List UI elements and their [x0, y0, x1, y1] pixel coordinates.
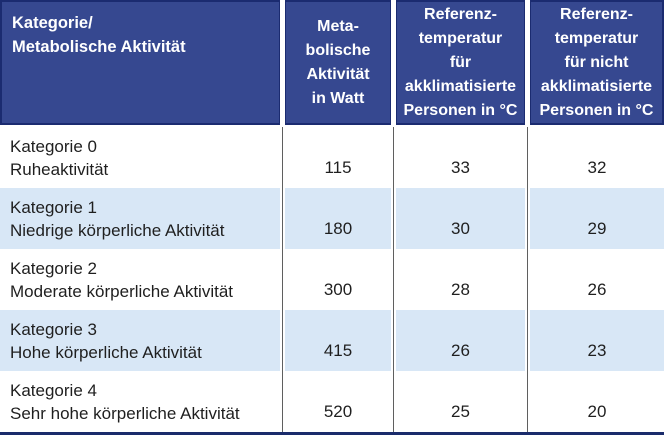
- temp-acclimatized-cell: 33: [396, 127, 525, 188]
- watt-cell: 115: [285, 127, 391, 188]
- watt-cell: 415: [285, 310, 391, 371]
- table-bottom-rule: [0, 432, 664, 435]
- temp-not-acclimatized-cell: 32: [530, 127, 664, 188]
- category-label: Kategorie 0: [10, 136, 97, 156]
- header-cell-ref-temp-not-acclimatized: Referenz- temperatur für nicht akklimati…: [530, 0, 664, 125]
- category-cell: Kategorie 4 Sehr hohe körperliche Aktivi…: [0, 371, 280, 432]
- temp-acclimatized-cell: 30: [396, 188, 525, 249]
- temp-not-acclimatized-cell: 20: [530, 371, 664, 432]
- temp-acclimatized-cell: 26: [396, 310, 525, 371]
- table-header-row: Kategorie/ Metabolische Aktivität Meta- …: [0, 0, 664, 125]
- watt-cell: 180: [285, 188, 391, 249]
- category-label: Kategorie 3: [10, 319, 97, 339]
- category-cell: Kategorie 0 Ruheaktivität: [0, 127, 280, 188]
- table-body: Kategorie 0 Ruheaktivität 115 33 32 Kate…: [0, 127, 664, 432]
- watt-cell: 300: [285, 249, 391, 310]
- table-row-kategorie-4: Kategorie 4 Sehr hohe körperliche Aktivi…: [0, 371, 664, 432]
- column-divider-line: [282, 127, 283, 432]
- category-description: Sehr hohe körperliche Aktivität: [10, 403, 240, 423]
- category-cell: Kategorie 2 Moderate körperliche Aktivit…: [0, 249, 280, 310]
- category-description: Ruheaktivität: [10, 159, 109, 179]
- category-description: Niedrige körperliche Aktivität: [10, 220, 225, 240]
- table-row-kategorie-2: Kategorie 2 Moderate körperliche Aktivit…: [0, 249, 664, 310]
- temp-not-acclimatized-cell: 29: [530, 188, 664, 249]
- category-label: Kategorie 2: [10, 258, 97, 278]
- temp-acclimatized-cell: 25: [396, 371, 525, 432]
- table: Kategorie/ Metabolische Aktivität Meta- …: [0, 0, 664, 435]
- header-cell-metabolic-watt: Meta- bolische Aktivität in Watt: [285, 0, 391, 125]
- temp-not-acclimatized-cell: 23: [530, 310, 664, 371]
- temp-acclimatized-cell: 28: [396, 249, 525, 310]
- watt-cell: 520: [285, 371, 391, 432]
- temp-not-acclimatized-cell: 26: [530, 249, 664, 310]
- column-divider-line: [527, 127, 528, 432]
- category-label: Kategorie 1: [10, 197, 97, 217]
- category-cell: Kategorie 3 Hohe körperliche Aktivität: [0, 310, 280, 371]
- table-row-kategorie-1: Kategorie 1 Niedrige körperliche Aktivit…: [0, 188, 664, 249]
- table-row-kategorie-0: Kategorie 0 Ruheaktivität 115 33 32: [0, 127, 664, 188]
- category-description: Hohe körperliche Aktivität: [10, 342, 202, 362]
- category-label: Kategorie 4: [10, 380, 97, 400]
- header-cell-ref-temp-acclimatized: Referenz- temperatur für akklimatisierte…: [396, 0, 525, 125]
- table-row-kategorie-3: Kategorie 3 Hohe körperliche Aktivität 4…: [0, 310, 664, 371]
- header-cell-category: Kategorie/ Metabolische Aktivität: [0, 0, 280, 125]
- category-cell: Kategorie 1 Niedrige körperliche Aktivit…: [0, 188, 280, 249]
- category-description: Moderate körperliche Aktivität: [10, 281, 233, 301]
- column-divider-line: [393, 127, 394, 432]
